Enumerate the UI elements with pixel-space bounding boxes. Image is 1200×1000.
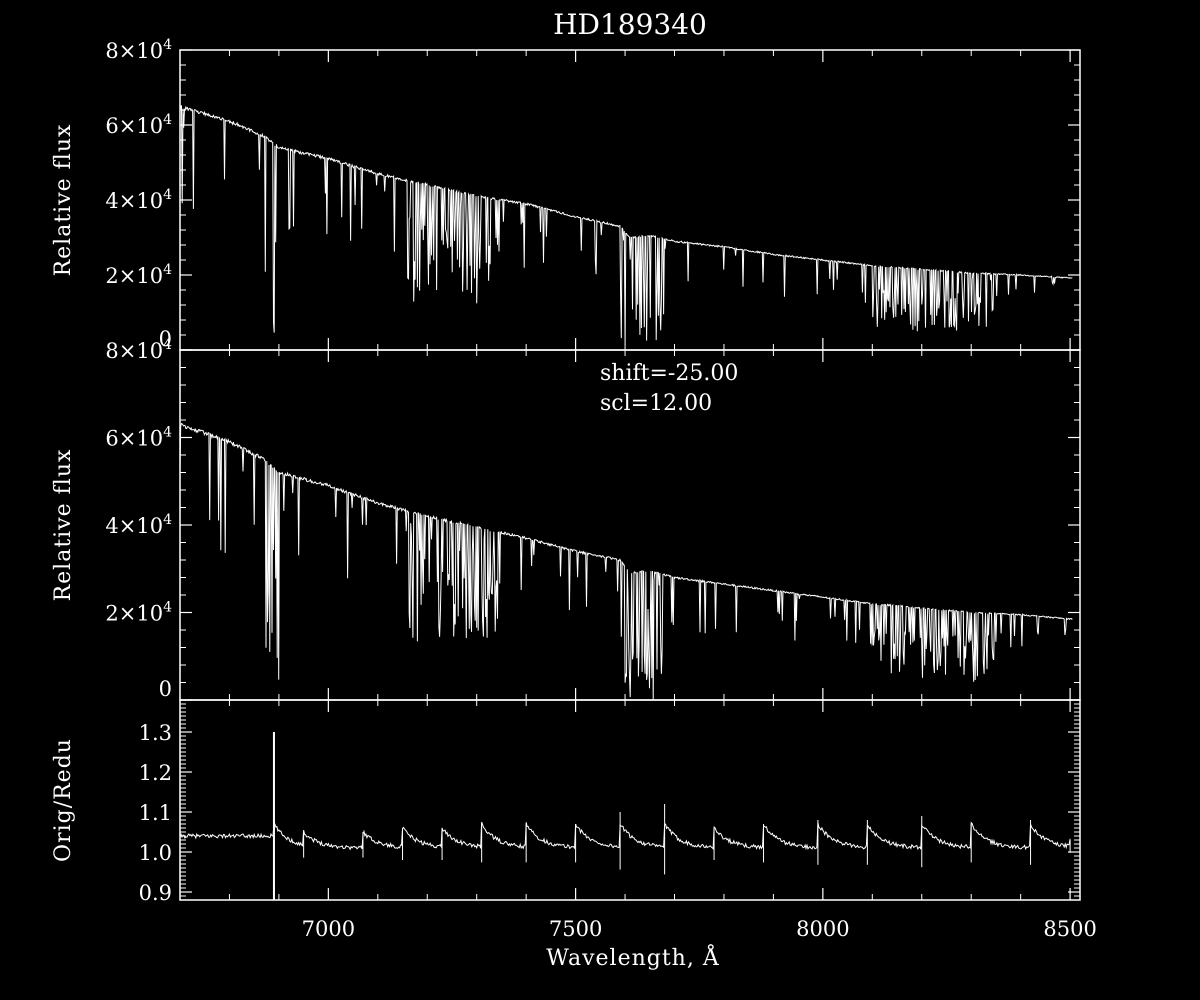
bottom-y-tick-label: 1.3 [139,721,172,745]
x-tick-label: 7500 [549,917,602,941]
middle-y-tick-label: 8×104 [105,337,172,363]
exponent: 4 [163,187,172,203]
exponent: 4 [163,425,172,441]
middle-flux-panel: shift=-25.00 scl=12.00 0 2×104 4×104 6×104 8… [51,337,1081,701]
shift-annotation: shift=-25.00 [600,361,738,386]
bottom-frame [179,699,1081,901]
exponent: 4 [163,512,172,528]
ratio-line [180,821,1071,851]
bottom-y-tick-label: 1.2 [139,761,172,785]
exponent: 4 [163,600,172,616]
top-y-tick-label: 4×104 [105,187,172,213]
exponent: 4 [163,337,172,353]
middle-y-tick-label: 2×104 [105,600,172,626]
top-y-tick-label: 0 [159,327,172,351]
top-flux-panel: 0 2×104 4×104 6×104 8×104 Relative flux [51,37,1081,351]
x-tick-label: 8000 [796,917,849,941]
top-spectrum-line [180,105,1073,345]
bottom-y-axis-label: Orig/Redu [51,738,76,862]
top-y-tick-label: 8×104 [105,37,172,63]
exponent: 4 [163,37,172,53]
exponent: 4 [163,112,172,128]
top-y-tick-label: 2×104 [105,262,172,288]
middle-y-tick-label: 6×104 [105,425,172,451]
x-tick-label: 8500 [1043,917,1096,941]
middle-y-tick-label: 4×104 [105,512,172,538]
bottom-y-tick-label: 1.0 [139,841,172,865]
x-axis-label: Wavelength, Å [546,943,720,971]
exponent: 4 [163,262,172,278]
middle-y-tick-label: 0 [159,677,172,701]
scale-annotation: scl=12.00 [600,391,712,416]
bottom-y-tick-label: 0.9 [139,881,172,905]
x-tick-label: 7000 [302,917,355,941]
chart-title: HD189340 [553,8,707,41]
top-y-axis-label: Relative flux [51,124,76,277]
top-y-tick-label: 6×104 [105,112,172,138]
ratio-panel: 7000 7500 8000 8500 0.9 1.0 1.1 1.2 1.3 Orig/Redu [51,699,1097,941]
bottom-y-tick-label: 1.1 [139,801,172,825]
middle-y-axis-label: Relative flux [51,449,76,602]
middle-spectrum-line [180,422,1073,700]
